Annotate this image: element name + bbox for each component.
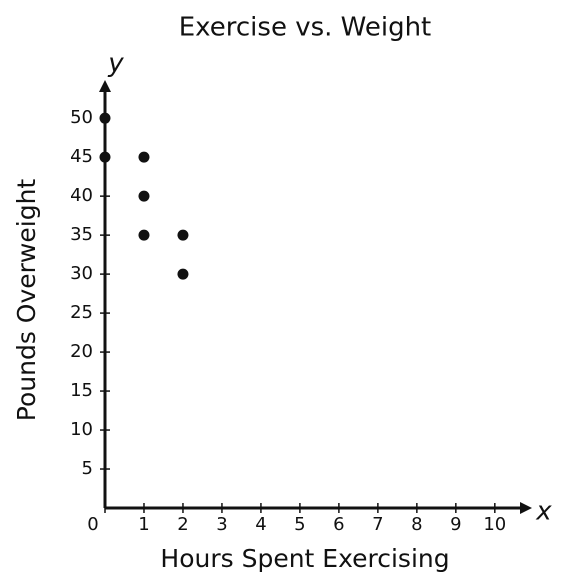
x-tick-label: 6 bbox=[333, 514, 344, 535]
y-tick-label: 20 bbox=[70, 341, 93, 362]
point bbox=[138, 229, 150, 241]
x-tick-label: 2 bbox=[177, 514, 188, 535]
y-arrow bbox=[99, 80, 111, 92]
x-axis-name: x bbox=[535, 497, 552, 527]
point bbox=[138, 190, 150, 202]
y-tick-label: 5 bbox=[82, 458, 93, 479]
y-tick-label: 35 bbox=[70, 224, 93, 245]
y-tick-label: 40 bbox=[70, 185, 93, 206]
x-tick-label: 3 bbox=[216, 514, 227, 535]
y-tick-label: 15 bbox=[70, 380, 93, 401]
point bbox=[99, 112, 111, 124]
y-axis-name: y bbox=[107, 49, 124, 79]
y-tick-label: 45 bbox=[70, 146, 93, 167]
y-tick-label: 25 bbox=[70, 302, 93, 323]
x-tick-label: 10 bbox=[483, 514, 506, 535]
x-tick-label: 1 bbox=[138, 514, 149, 535]
x-tick-label: 9 bbox=[450, 514, 461, 535]
x-tick-label: 8 bbox=[411, 514, 422, 535]
x-tick-label: 0 bbox=[87, 514, 98, 535]
y-axis-title: Pounds Overweight bbox=[12, 179, 41, 422]
x-tick-label: 4 bbox=[255, 514, 266, 535]
point bbox=[99, 151, 111, 163]
x-axis-title: Hours Spent Exercising bbox=[160, 544, 449, 573]
y-tick-label: 10 bbox=[70, 419, 93, 440]
point bbox=[177, 229, 189, 241]
x-tick-label: 7 bbox=[372, 514, 383, 535]
point bbox=[177, 268, 189, 280]
point bbox=[138, 151, 150, 163]
y-tick-label: 30 bbox=[70, 263, 93, 284]
chart-title: Exercise vs. Weight bbox=[179, 13, 432, 43]
y-tick-label: 50 bbox=[70, 107, 93, 128]
x-arrow bbox=[520, 502, 532, 514]
x-tick-label: 5 bbox=[294, 514, 305, 535]
